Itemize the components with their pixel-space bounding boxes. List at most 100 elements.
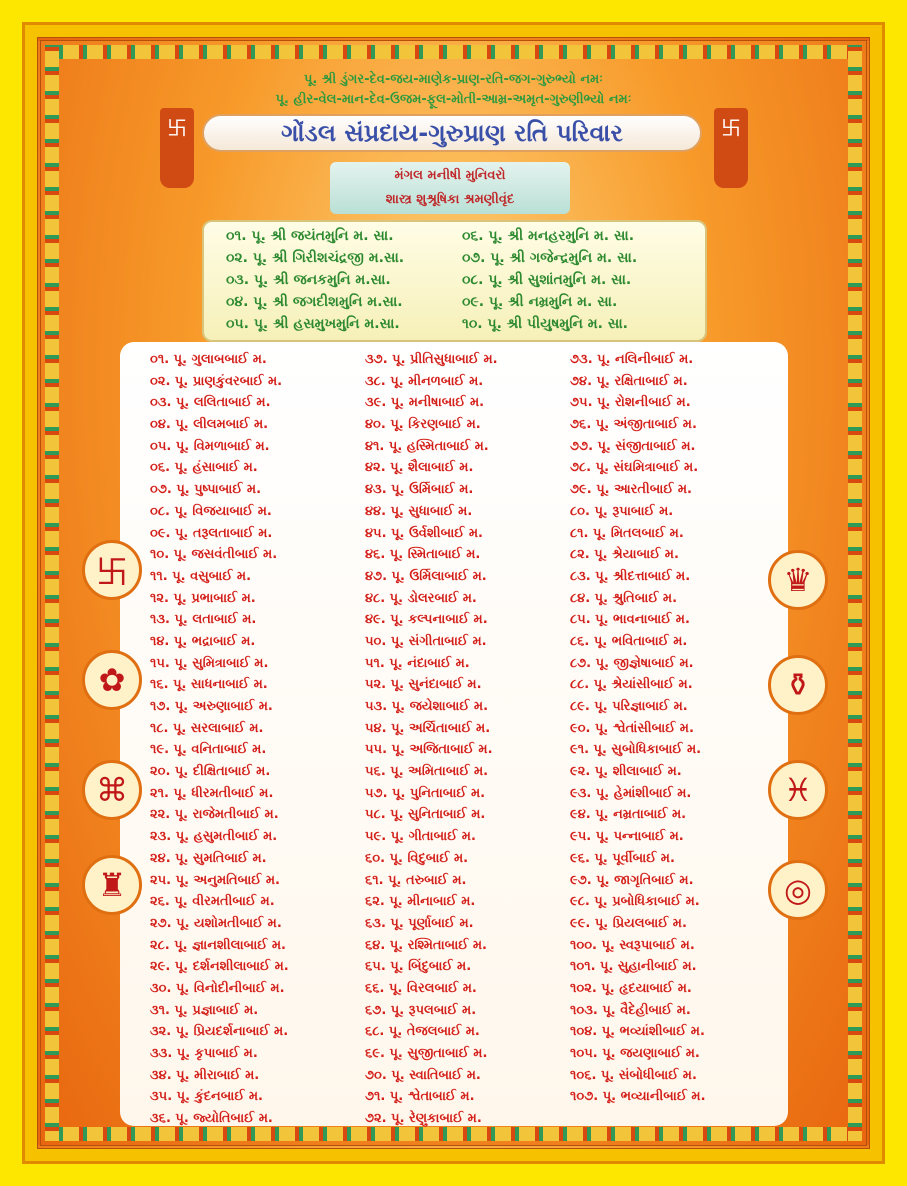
sadhvi-item: ૫૯. પૂ. ગીતાબાઈ મ. — [365, 829, 476, 845]
sadhvi-item: ૧૦૦. પૂ. સ્વરૂપાબાઈ મ. — [570, 937, 695, 953]
sadhvi-item: ૩૦. પૂ. વિનોદીનીબાઈ મ. — [150, 980, 285, 996]
sadhvi-item: ૮૪. પૂ. શ્રુતિબાઈ મ. — [570, 590, 678, 606]
sadhvi-item: ૯૫. પૂ. પન્નાબાઈ મ. — [570, 829, 684, 845]
fish-pair-icon: ♓ — [768, 760, 828, 820]
subtitle-line-2: શાસ્ત્ર શુશ્રૂષિકા શ્રમણીવૃંદ — [385, 192, 515, 207]
muni-item: ૦૯. પૂ. શ્રી નમ્રમુનિ મ. સા. — [462, 294, 618, 310]
sadhvi-item: ૧૦૩. પૂ. વૈદેહીબાઈ મ. — [570, 1002, 691, 1018]
muni-item: ૦૮. પૂ. શ્રી સુશાંતમુનિ મ. સા. — [462, 272, 632, 288]
sadhvi-item: ૩૮. પૂ. મીનળબાઈ મ. — [365, 373, 484, 389]
muni-item: ૦૨. પૂ. શ્રી ગિરીશચંદ્રજી મ.સા. — [226, 250, 405, 266]
muni-item: ૧૦. પૂ. શ્રી પીયુષમુનિ મ. સા. — [462, 316, 628, 332]
sadhvi-item: ૨૩. પૂ. હસુમતીબાઈ મ. — [150, 829, 278, 845]
sadhvi-item: ૦૨. પૂ. પ્રાણકુંવરબાઈ મ. — [150, 373, 283, 389]
sadhvi-item: ૭૫. પૂ. રોશનીબાઈ મ. — [570, 395, 691, 411]
sadhvi-item: ૫૬. પૂ. અમિતાબાઈ મ. — [365, 764, 489, 780]
sadhvi-item: ૮૮. પૂ. શ્રેયાંસીબાઈ મ. — [570, 677, 693, 693]
munis-scroll: ૦૧. પૂ. શ્રી જયંતમુનિ મ. સા. ૦૨. પૂ. શ્રી… — [202, 220, 707, 342]
kalash-icon: ⚱ — [768, 655, 828, 715]
sadhvi-item: ૨૮. પૂ. જ્ઞાનશીલાબાઈ મ. — [150, 937, 286, 953]
sadhvi-item: ૩૬. પૂ. જ્યોતિબાઈ મ. — [150, 1111, 273, 1127]
sadhvi-item: ૮૧. પૂ. મિતલબાઈ મ. — [570, 525, 684, 541]
sadhvi-item: ૬૫. પૂ. બિંદુબાઈ મ. — [365, 959, 472, 975]
sadhvi-item: ૮૦. પૂ. રૂપાબાઈ મ. — [570, 503, 674, 519]
sadhvi-item: ૬૭. પૂ. રૂપલબાઈ મ. — [365, 1002, 477, 1018]
sadhvi-item: ૪૫. પૂ. ઉર્વશીબાઈ મ. — [365, 525, 483, 541]
sadhvi-item: ૬૩. પૂ. પૂર્ણાબાઈ મ. — [365, 915, 474, 931]
sadhvi-item: ૧૦૧. પૂ. સુહાનીબાઈ મ. — [570, 959, 697, 975]
sadhvi-item: ૨૦. પૂ. દીક્ષિતાબાઈ મ. — [150, 764, 271, 780]
top-border-pattern — [45, 45, 862, 59]
sadhvi-item: ૧૦૬. પૂ. સંબોધીબાઈ મ. — [570, 1067, 697, 1083]
sadhvi-item: ૫૨. પૂ. સુનંદાબાઈ મ. — [365, 677, 482, 693]
sadhvi-item: ૩૫. પૂ. કુંદનબાઈ મ. — [150, 1089, 263, 1105]
throne-icon: ♛ — [768, 550, 828, 610]
sadhvi-item: ૧૮. પૂ. સરલાબાઈ મ. — [150, 720, 264, 736]
sadhvi-item: ૩૯. પૂ. મનીષાબાઈ મ. — [365, 395, 485, 411]
sadhvi-item: ૧૦૪. પૂ. ભવ્યાંશીબાઈ મ. — [570, 1024, 705, 1040]
sadhvi-item: ૯૨. પૂ. શીલાબાઈ મ. — [570, 764, 682, 780]
muni-item: ૦૭. પૂ. શ્રી ગજેન્દ્રમુનિ મ. સા. — [462, 250, 638, 266]
sadhvi-item: ૭૬. પૂ. અંજીતાબાઈ મ. — [570, 417, 697, 433]
sadhvi-item: ૭૮. પૂ. સંઘમિત્રાબાઈ મ. — [570, 460, 699, 476]
sadhvi-item: ૫૮. પૂ. સુનિતાબાઈ મ. — [365, 807, 486, 823]
sadhvi-item: ૪૩. પૂ. ઉર્મિબાઈ મ. — [365, 482, 474, 498]
swastika-icon: 卐 — [82, 540, 142, 600]
sadhvi-item: ૪૨. પૂ. શૈલાબાઈ મ. — [365, 460, 474, 476]
sadhvi-item: ૨૯. પૂ. દર્શનશીલાબાઈ મ. — [150, 959, 289, 975]
muni-item: ૦૩. પૂ. શ્રી જનકમુનિ મ.સા. — [226, 272, 391, 288]
sadhvi-item: ૯૬. પૂ. પૂર્વીબાઈ મ. — [570, 850, 675, 866]
bottom-border-pattern — [45, 1127, 862, 1141]
sadhvi-item: ૭૨. પૂ. રેણુકાબાઈ મ. — [365, 1111, 482, 1127]
sadhvi-item: ૧૧. પૂ. વસુબાઈ મ. — [150, 568, 252, 584]
nandyavarta-icon: ✿ — [82, 650, 142, 710]
sadhvi-item: ૭૯. પૂ. આરતીબાઈ મ. — [570, 482, 692, 498]
sadhvi-item: ૩૩. પૂ. કૃપાબાઈ મ. — [150, 1046, 258, 1061]
sadhvi-item: ૧૩. પૂ. લતાબાઈ મ. — [150, 612, 257, 628]
sadhvi-item: ૬૨. પૂ. મીનાબાઈ મ. — [365, 894, 476, 910]
sadhvi-item: ૦૧. પૂ. ગુલાબબાઈ મ. — [150, 352, 267, 367]
sadhvi-item: ૧૨. પૂ. પ્રભાબાઈ મ. — [150, 590, 256, 606]
sadhvi-column-2: ૩૭. પૂ. પ્રીતિસુધાબાઈ મ. ૩૮. પૂ. મીનળબાઈ … — [365, 352, 498, 1133]
bhadrasana-icon: ♜ — [82, 855, 142, 915]
sadhvi-item: ૩૪. પૂ. મીરાબાઈ મ. — [150, 1067, 260, 1083]
sadhvi-item: ૫૭. પૂ. પુનિતાબાઈ મ. — [365, 785, 486, 801]
jain-hand-symbol-right-icon: 卐 — [714, 108, 748, 188]
sadhvi-item: ૧૦૫. પૂ. જયણાબાઈ મ. — [570, 1046, 700, 1061]
right-border-pattern — [848, 45, 862, 1141]
sadhvi-item: ૬૧. પૂ. તરુબાઈ મ. — [365, 872, 467, 888]
sadhvi-item: ૬૯. પૂ. સુજીતાબાઈ મ. — [365, 1046, 488, 1061]
sadhvi-column-1: ૦૧. પૂ. ગુલાબબાઈ મ. ૦૨. પૂ. પ્રાણકુંવરબાઈ… — [150, 352, 289, 1133]
jain-hand-symbol-left-icon: 卐 — [160, 108, 194, 188]
sadhvi-item: ૮૫. પૂ. ભાવનાબાઈ મ. — [570, 612, 690, 628]
sadhvi-item: ૨૪. પૂ. સુમતિબાઈ મ. — [150, 850, 267, 866]
sadhvi-item: ૨૭. પૂ. યશોમતીબાઈ મ. — [150, 915, 282, 931]
muni-item: ૦૫. પૂ. શ્રી હસમુખમુનિ મ.સા. — [226, 316, 400, 332]
sadhvi-item: ૨૧. પૂ. ધીરમતીબાઈ મ. — [150, 785, 274, 801]
sadhvi-item: ૮૬. પૂ. ભવિતાબાઈ મ. — [570, 633, 688, 649]
sadhvi-item: ૯૯. પૂ. પ્રિયલબાઈ મ. — [570, 915, 687, 931]
muni-item: ૦૧. પૂ. શ્રી જયંતમુનિ મ. સા. — [226, 228, 394, 244]
page-title: ગોંડલ સંપ્રદાય-ગુરુપ્રાણ રતિ પરિવાર — [202, 114, 702, 152]
sadhvi-item: ૯૦. પૂ. શ્વેતાંસીબાઈ મ. — [570, 720, 694, 736]
sadhvi-item: ૦૫. પૂ. વિમળાબાઈ મ. — [150, 438, 270, 454]
sadhvi-item: ૫૪. પૂ. અર્ચિતાબાઈ મ. — [365, 720, 491, 736]
sadhvi-item: ૩૧. પૂ. પ્રજ્ઞાબાઈ મ. — [150, 1002, 259, 1018]
sadhvi-item: ૪૪. પૂ. સુધાબાઈ મ. — [365, 503, 473, 519]
sadhvi-item: ૩૭. પૂ. પ્રીતિસુધાબાઈ મ. — [365, 352, 498, 367]
sadhvi-item: ૨૨. પૂ. રાજેમતીબાઈ મ. — [150, 807, 279, 823]
sadhvi-item: ૭૪. પૂ. રક્ષિતાબાઈ મ. — [570, 373, 688, 389]
sadhvi-item: ૬૪. પૂ. રશ્મિતાબાઈ મ. — [365, 937, 487, 953]
sadhvi-item: ૦૪. પૂ. લીલમબાઈ મ. — [150, 417, 269, 433]
sadhvi-item: ૬૦. પૂ. વિદુબાઈ મ. — [365, 850, 469, 866]
sadhvi-item: ૪૦. પૂ. કિરણબાઈ મ. — [365, 417, 481, 433]
sadhvi-item: ૧૭. પૂ. અરુણાબાઈ મ. — [150, 699, 273, 714]
sadhvi-item: ૫૧. પૂ. નંદાબાઈ મ. — [365, 655, 470, 671]
subtitle-box: મંગલ મનીષી મુનિવરો શાસ્ત્ર શુશ્રૂષિકા શ્… — [330, 162, 570, 214]
invocation-line-2: પૂ. હીર-વેલ-માન-દેવ-ઉજમ-ફૂલ-મોતી-આમ્ર-અમ… — [275, 92, 632, 107]
sadhvi-item: ૯૪. પૂ. નમ્રતાબાઈ મ. — [570, 807, 687, 823]
sadhvi-item: ૨૬. પૂ. વીરમતીબાઈ મ. — [150, 894, 275, 910]
sadhvi-item: ૧૫. પૂ. સુમિત્રાબાઈ મ. — [150, 655, 269, 671]
sadhvi-item: ૪૧. પૂ. હસ્મિતાબાઈ મ. — [365, 438, 489, 454]
sadhvi-item: ૨૫. પૂ. અનુમતિબાઈ મ. — [150, 872, 280, 888]
